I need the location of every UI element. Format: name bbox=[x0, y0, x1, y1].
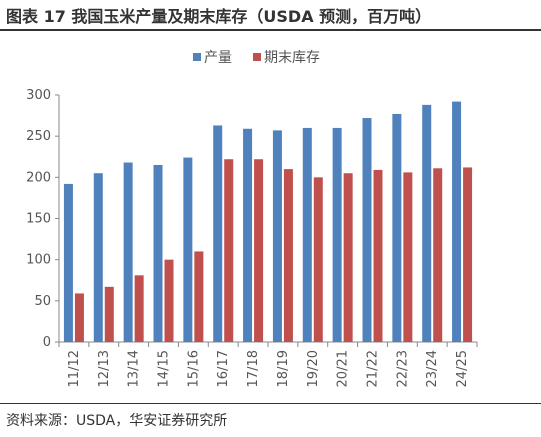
legend-swatch-production bbox=[193, 53, 201, 61]
chart-legend: 产量 期末库存 bbox=[193, 50, 320, 66]
chart-header: 图表 17 我国玉米产量及期末库存（USDA 预测，百万吨） bbox=[6, 7, 432, 26]
stock-bar bbox=[134, 275, 144, 342]
stock-bar bbox=[343, 173, 353, 342]
x-tick-label: 18/19 bbox=[276, 350, 291, 387]
y-tick-label: 100 bbox=[26, 253, 51, 268]
legend-swatch-stock bbox=[253, 53, 261, 61]
stock-bar bbox=[224, 159, 234, 342]
stock-bar bbox=[283, 169, 293, 342]
x-tick-label: 14/15 bbox=[157, 350, 172, 387]
x-tick-label: 11/12 bbox=[67, 350, 82, 387]
production-bar bbox=[452, 101, 462, 342]
y-tick-label: 300 bbox=[26, 88, 51, 103]
x-tick-label: 16/17 bbox=[216, 350, 231, 387]
production-bar bbox=[63, 183, 73, 342]
production-bar bbox=[392, 113, 402, 342]
x-tick-label: 15/16 bbox=[186, 350, 201, 387]
stock-bar bbox=[254, 159, 264, 342]
stock-bar bbox=[194, 251, 204, 342]
stock-bar bbox=[164, 259, 174, 342]
production-bar bbox=[332, 127, 342, 342]
x-tick-label: 19/20 bbox=[306, 350, 321, 387]
stock-bar bbox=[433, 168, 443, 342]
production-bar bbox=[272, 130, 282, 342]
chart-axes: 0 50 100 150 200 250 300 11/12 12/13 13/14 14/15 15… bbox=[26, 88, 478, 387]
production-bar bbox=[362, 118, 372, 342]
x-tick-label: 23/24 bbox=[425, 350, 440, 387]
production-bar bbox=[183, 157, 193, 342]
stock-bar bbox=[104, 286, 114, 342]
production-bar bbox=[93, 173, 103, 342]
production-bar bbox=[123, 162, 133, 342]
stock-bar bbox=[313, 177, 323, 342]
chart-bars bbox=[63, 101, 473, 342]
stock-bar bbox=[403, 172, 413, 342]
production-bar bbox=[302, 127, 312, 342]
legend-label-stock: 期末库存 bbox=[264, 50, 320, 66]
stock-bar bbox=[74, 293, 84, 342]
production-bar bbox=[213, 125, 223, 342]
x-tick-label: 13/14 bbox=[127, 350, 142, 387]
production-bar bbox=[243, 128, 253, 342]
production-bar bbox=[153, 164, 163, 342]
source-note: 资料来源：USDA，华安证券研究所 bbox=[6, 413, 228, 429]
x-tick-label: 22/23 bbox=[395, 350, 410, 387]
stock-bar bbox=[373, 169, 383, 342]
x-tick-label: 17/18 bbox=[246, 350, 261, 387]
x-tick-label: 24/25 bbox=[455, 350, 470, 387]
production-bar bbox=[422, 104, 432, 342]
y-tick-label: 250 bbox=[26, 129, 51, 144]
stock-bar bbox=[463, 167, 473, 342]
x-tick-label: 20/21 bbox=[336, 350, 351, 387]
y-tick-label: 150 bbox=[26, 212, 51, 227]
x-tick-label: 21/22 bbox=[366, 350, 381, 387]
y-tick-label: 50 bbox=[34, 294, 51, 309]
header-rule bbox=[0, 29, 541, 31]
y-tick-label: 200 bbox=[26, 170, 51, 185]
legend-label-production: 产量 bbox=[204, 50, 232, 66]
footer-rule bbox=[0, 403, 541, 404]
x-tick-label: 12/13 bbox=[97, 350, 112, 387]
y-tick-label: 0 bbox=[43, 335, 51, 350]
